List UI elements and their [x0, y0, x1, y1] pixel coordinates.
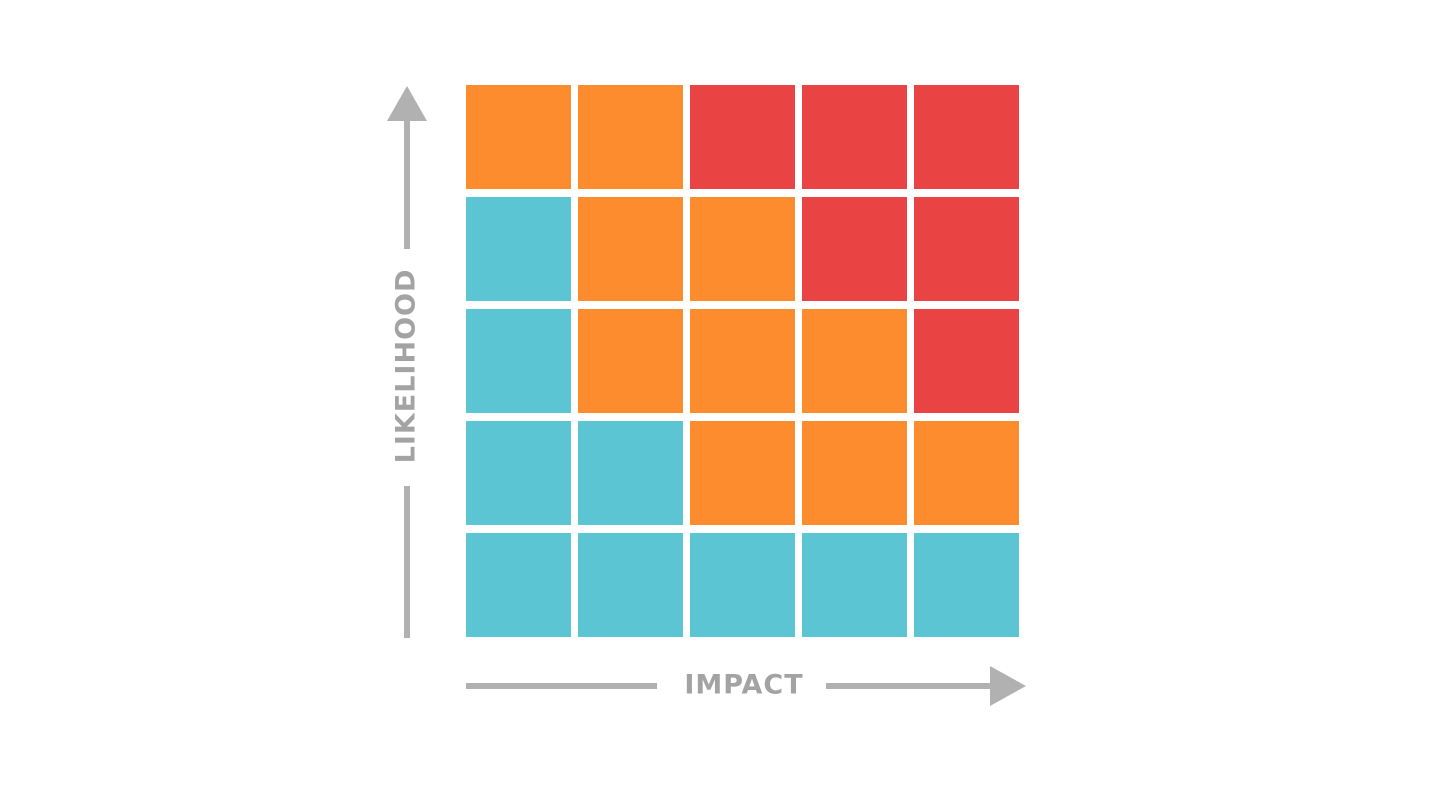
matrix-cell	[578, 421, 683, 525]
matrix-cell	[690, 85, 795, 189]
matrix-cell	[802, 533, 907, 637]
matrix-cell	[802, 197, 907, 301]
matrix-cell	[690, 309, 795, 413]
matrix-cell	[466, 197, 571, 301]
x-axis-label: IMPACT	[684, 670, 803, 701]
matrix-cell	[914, 533, 1019, 637]
y-axis-label: LIKELIHOOD	[391, 269, 422, 464]
matrix-cell	[578, 309, 683, 413]
matrix-cell	[914, 85, 1019, 189]
matrix-cell	[578, 85, 683, 189]
matrix-cell	[914, 309, 1019, 413]
matrix-cell	[914, 421, 1019, 525]
matrix-cell	[466, 533, 571, 637]
matrix-cell	[466, 309, 571, 413]
matrix-cell	[578, 197, 683, 301]
matrix-cell	[802, 85, 907, 189]
x-axis-arrowhead	[990, 666, 1026, 706]
y-axis-arrowhead	[387, 86, 427, 121]
matrix-cell	[690, 197, 795, 301]
matrix-cell	[466, 85, 571, 189]
matrix-cell	[690, 421, 795, 525]
matrix-cell	[802, 421, 907, 525]
matrix-cell	[466, 421, 571, 525]
matrix-cell	[578, 533, 683, 637]
matrix-cell	[802, 309, 907, 413]
matrix-cell	[690, 533, 795, 637]
matrix-cell	[914, 197, 1019, 301]
